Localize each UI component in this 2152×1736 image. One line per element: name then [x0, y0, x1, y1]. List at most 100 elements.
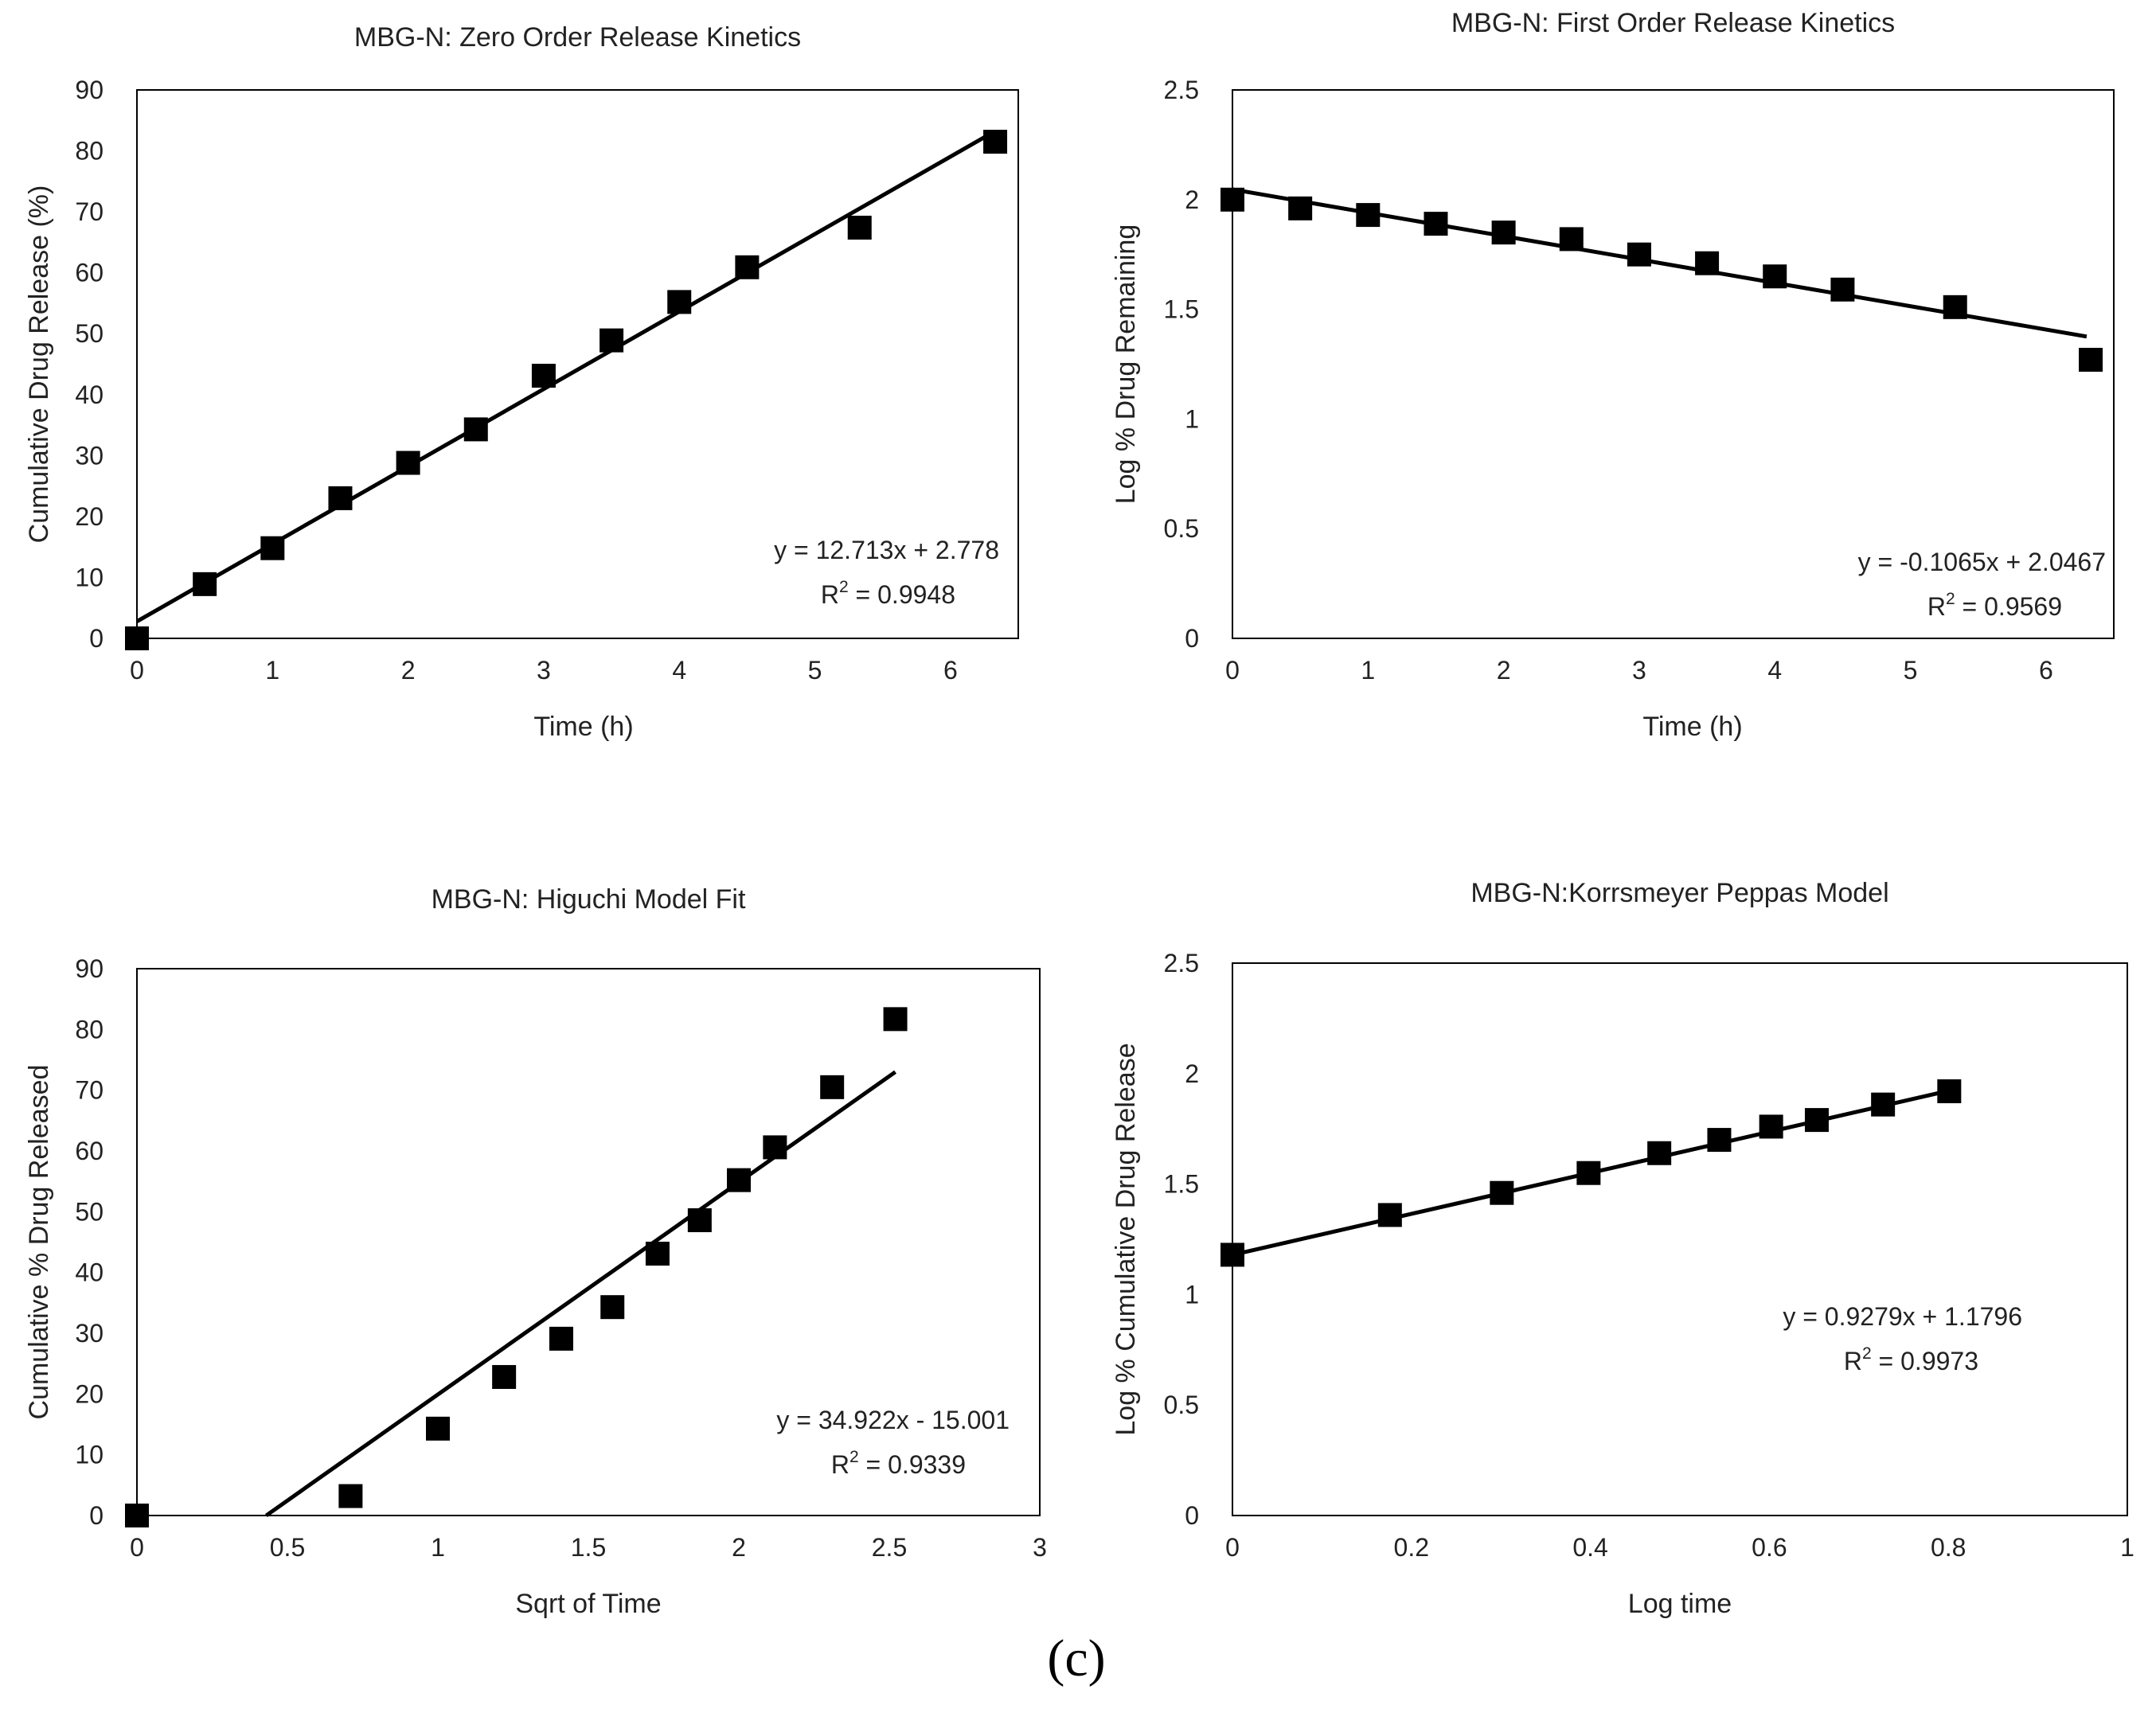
figure-caption: (c)	[1047, 1629, 1105, 1687]
x-axis-label: Sqrt of Time	[515, 1589, 661, 1619]
x-tick-label: 1.5	[571, 1533, 606, 1562]
data-point	[125, 626, 149, 650]
x-tick-label: 3	[537, 656, 551, 685]
data-point	[1424, 212, 1448, 236]
x-axis-label: Time (h)	[1642, 712, 1742, 742]
x-tick-label: 5	[808, 656, 822, 685]
data-point	[1830, 277, 1855, 302]
y-tick-label: 20	[75, 502, 103, 531]
chart-3: MBG-N: Higuchi Model Fit0102030405060708…	[24, 884, 1047, 1619]
x-tick-label: 0.8	[1931, 1533, 1966, 1562]
chart-1: MBG-N: Zero Order Release Kinetics010203…	[24, 22, 1019, 742]
y-tick-label: 50	[75, 1197, 103, 1226]
data-point	[463, 417, 488, 442]
y-axis-label: Log % Cumulative Drug Release	[1111, 1043, 1141, 1435]
y-tick-label: 70	[75, 197, 103, 226]
y-tick-label: 40	[75, 380, 103, 409]
trendline-equation: y = 0.9279x + 1.1796	[1783, 1302, 2022, 1331]
data-point	[2079, 347, 2103, 372]
data-point	[328, 486, 353, 510]
y-tick-label: 0	[1185, 624, 1199, 653]
x-tick-label: 3	[1632, 656, 1646, 685]
x-tick-label: 0.5	[270, 1533, 305, 1562]
y-tick-label: 0	[1185, 1501, 1199, 1530]
x-tick-label: 0	[130, 656, 144, 685]
data-point	[1937, 1079, 1962, 1104]
data-point	[847, 216, 872, 240]
r-squared: R2 = 0.9973	[1844, 1344, 1978, 1375]
data-point	[600, 1295, 625, 1320]
data-point	[820, 1075, 845, 1099]
y-tick-label: 2.5	[1164, 949, 1199, 977]
data-point	[1871, 1092, 1896, 1117]
y-tick-label: 0	[89, 624, 103, 653]
data-point	[667, 290, 692, 314]
plot-frame	[136, 968, 1041, 1516]
y-tick-label: 10	[75, 1441, 103, 1469]
data-point	[1695, 251, 1720, 275]
y-tick-label: 60	[75, 1137, 103, 1165]
data-point	[549, 1326, 573, 1351]
x-tick-label: 0	[1225, 1533, 1240, 1562]
plot-frame	[136, 89, 1019, 639]
y-tick-label: 20	[75, 1379, 103, 1408]
chart-4: MBG-N:Korrsmeyer Peppas Model 0 0.5 1 1.5 2 2.…	[1111, 878, 2134, 1619]
y-tick-label: 2.5	[1164, 76, 1199, 104]
x-tick-label: 0.4	[1572, 1533, 1607, 1562]
r-squared: R2 = 0.9569	[1927, 590, 2062, 621]
x-tick-label: 0	[1225, 656, 1240, 685]
data-point	[1490, 1180, 1514, 1205]
y-tick-label: 10	[75, 563, 103, 591]
y-axis-label: Cumulative Drug Release (%)	[24, 185, 54, 544]
x-tick-label: 2	[401, 656, 416, 685]
data-point	[531, 364, 556, 388]
data-point	[125, 1504, 149, 1527]
chart-title: MBG-N: Zero Order Release Kinetics	[354, 22, 801, 53]
data-point	[1804, 1108, 1829, 1133]
y-tick-label: 90	[75, 954, 103, 983]
y-tick-label: 30	[75, 1319, 103, 1348]
y-tick-label: 0	[89, 1501, 103, 1530]
trendline	[264, 1070, 897, 1518]
data-point	[1576, 1161, 1601, 1185]
data-point	[492, 1364, 517, 1389]
x-tick-label: 1	[265, 656, 279, 685]
x-axis-label: Time (h)	[533, 712, 633, 742]
data-point	[1763, 264, 1787, 289]
y-tick-label: 0.5	[1164, 514, 1199, 543]
x-tick-label: 2	[1497, 656, 1511, 685]
y-tick-label: 40	[75, 1258, 103, 1287]
data-point	[763, 1135, 787, 1160]
x-tick-label: 0	[130, 1533, 144, 1562]
y-tick-label: 90	[75, 76, 103, 104]
y-tick-label: 80	[75, 1015, 103, 1044]
data-point	[426, 1416, 450, 1441]
x-tick-label: 6	[943, 656, 958, 685]
x-tick-label: 4	[672, 656, 686, 685]
x-tick-label: 2.5	[872, 1533, 907, 1562]
x-tick-label: 0.2	[1394, 1533, 1429, 1562]
x-tick-label: 0.6	[1752, 1533, 1787, 1562]
y-tick-label: 1.5	[1164, 295, 1199, 324]
y-tick-label: 50	[75, 319, 103, 348]
data-point	[1221, 1243, 1244, 1267]
y-tick-label: 30	[75, 441, 103, 470]
data-point	[338, 1484, 363, 1508]
y-tick-label: 80	[75, 137, 103, 166]
y-tick-label: 70	[75, 1076, 103, 1105]
data-point	[193, 572, 217, 596]
data-point	[396, 451, 420, 475]
data-point	[1943, 295, 1967, 319]
x-tick-label: 6	[2039, 656, 2053, 685]
data-point	[1627, 242, 1651, 267]
data-point	[735, 255, 760, 279]
data-point	[1288, 196, 1313, 220]
data-point	[260, 536, 285, 560]
data-point	[983, 130, 1008, 154]
y-axis-label: Log % Drug Remaining	[1111, 224, 1141, 505]
data-point	[600, 328, 624, 353]
y-tick-label: 1.5	[1164, 1170, 1199, 1199]
data-point	[1491, 220, 1516, 245]
chart-title: MBG-N: First Order Release Kinetics	[1451, 8, 1895, 38]
